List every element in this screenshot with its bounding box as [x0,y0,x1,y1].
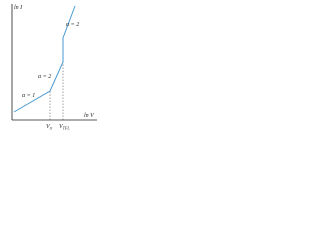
segment-label: α = 2 [38,74,51,80]
marker-sub: TFL [63,126,71,131]
diagram: ln I ln V α = 1 α = 2 α = 2 Vtr VTFL [11,4,97,131]
marker-sub: tr [50,126,53,131]
marker-base: V [59,124,64,130]
marker-base: V [46,124,51,130]
marker-label: VTFL [59,124,70,131]
marker-label: Vtr [46,124,53,131]
curve [13,5,76,113]
segment-label: α = 1 [22,93,35,99]
segment-label: α = 2 [66,22,79,28]
x-axis-label: ln V [84,113,95,119]
page: ln I ln V α = 1 α = 2 α = 2 Vtr VTFL (()… [11,4,97,131]
y-axis-label: ln I [14,5,23,11]
